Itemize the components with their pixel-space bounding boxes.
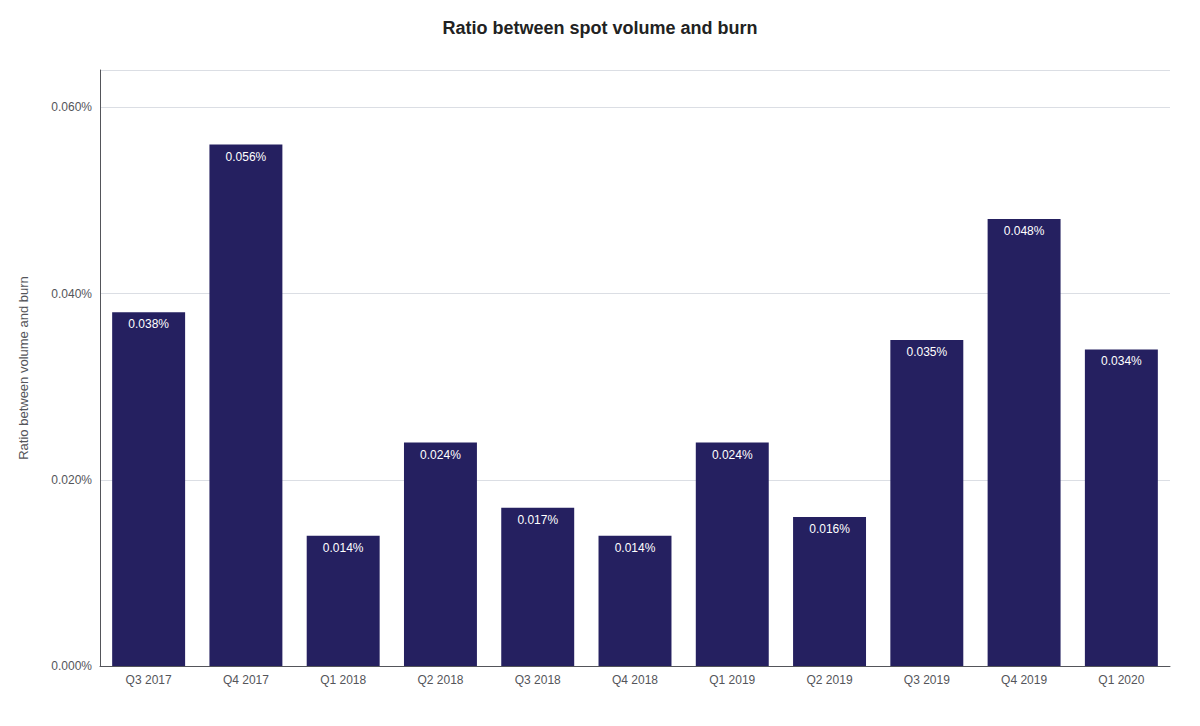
svg-text:0.060%: 0.060% xyxy=(51,100,92,114)
svg-text:Q3 2018: Q3 2018 xyxy=(515,673,561,687)
svg-text:Q1 2020: Q1 2020 xyxy=(1098,673,1144,687)
svg-text:Q3 2019: Q3 2019 xyxy=(904,673,950,687)
svg-text:0.035%: 0.035% xyxy=(906,345,947,359)
svg-text:Q1 2018: Q1 2018 xyxy=(320,673,366,687)
svg-text:0.038%: 0.038% xyxy=(128,317,169,331)
svg-text:0.020%: 0.020% xyxy=(51,473,92,487)
svg-text:Ratio between volume and burn: Ratio between volume and burn xyxy=(16,276,31,460)
svg-text:0.014%: 0.014% xyxy=(323,541,364,555)
svg-text:0.024%: 0.024% xyxy=(420,448,461,462)
svg-text:Q4 2019: Q4 2019 xyxy=(1001,673,1047,687)
svg-text:Q2 2018: Q2 2018 xyxy=(417,673,463,687)
svg-text:0.056%: 0.056% xyxy=(226,150,267,164)
svg-text:Q2 2019: Q2 2019 xyxy=(807,673,853,687)
svg-text:0.040%: 0.040% xyxy=(51,287,92,301)
svg-text:Q1 2019: Q1 2019 xyxy=(709,673,755,687)
svg-text:Q4 2017: Q4 2017 xyxy=(223,673,269,687)
svg-text:0.048%: 0.048% xyxy=(1004,224,1045,238)
svg-text:0.024%: 0.024% xyxy=(712,448,753,462)
svg-text:0.000%: 0.000% xyxy=(51,659,92,673)
svg-text:Ratio between spot volume and: Ratio between spot volume and burn xyxy=(442,18,757,38)
svg-text:0.017%: 0.017% xyxy=(517,513,558,527)
svg-text:Q3 2017: Q3 2017 xyxy=(126,673,172,687)
svg-text:0.014%: 0.014% xyxy=(615,541,656,555)
svg-text:0.034%: 0.034% xyxy=(1101,354,1142,368)
svg-text:0.016%: 0.016% xyxy=(809,522,850,536)
svg-text:Q4 2018: Q4 2018 xyxy=(612,673,658,687)
